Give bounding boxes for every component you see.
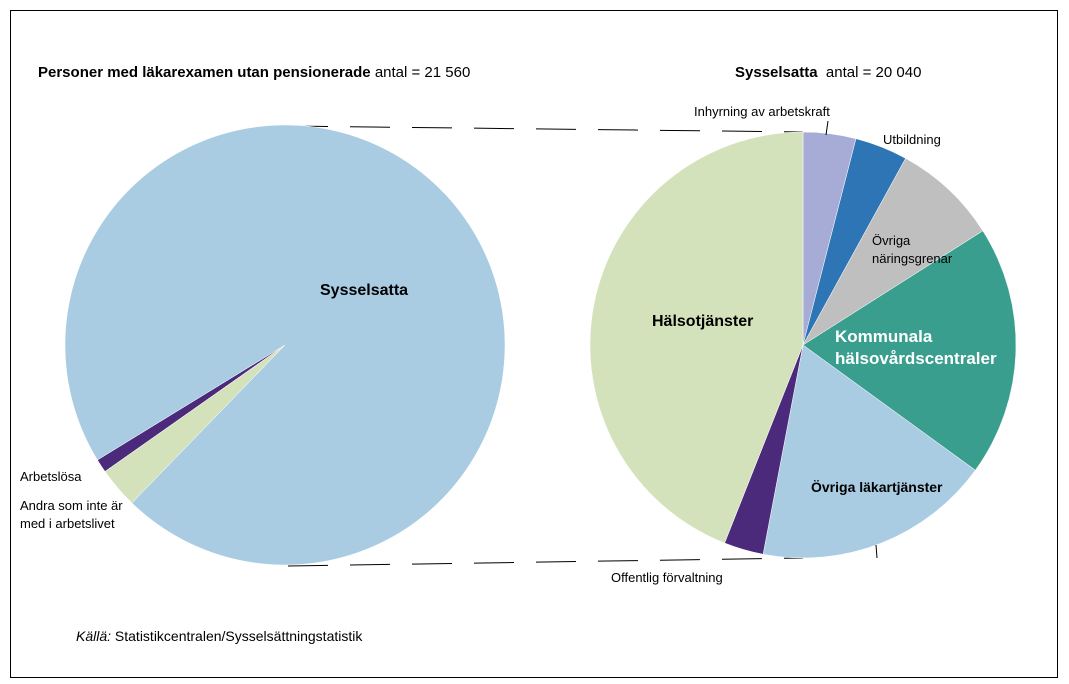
subtitle: antal = 20 040 <box>825 64 922 81</box>
slice-label: Inhyrning av arbetskraft <box>694 104 830 119</box>
pie-slice <box>762 344 976 559</box>
source-text: Statistikcentralen/Sysselsättningstatist… <box>114 628 363 644</box>
pie-slice <box>64 124 506 566</box>
slice-label: Övriga näringsgrenar <box>872 233 953 266</box>
frame <box>10 10 1058 678</box>
subtitle: antal = 21 560 <box>374 64 471 81</box>
leader-line <box>875 544 878 559</box>
slice-label: Hälsotjänster <box>652 313 754 330</box>
slice-label: Arbetslösa <box>20 469 82 484</box>
slice-label: Utbildning <box>883 132 941 147</box>
pie-slice <box>802 230 1017 471</box>
title: Personer med läkarexamen utan pensionera… <box>38 64 371 81</box>
heading: Personer med läkarexamen utan pensionera… <box>38 64 470 81</box>
slice-label: Kommunala hälsovårdscentraler <box>835 327 997 368</box>
title: Sysselsatta <box>735 64 818 81</box>
slice-label: Sysselsatta <box>320 282 409 299</box>
slice-label: Offentlig förvaltning <box>611 570 723 585</box>
slice-label: Övriga läkartjänster <box>811 479 943 495</box>
connector <box>287 557 804 567</box>
source: Källä: Statistikcentralen/Sysselsättning… <box>76 627 362 645</box>
heading: Sysselsatta antal = 20 040 <box>735 64 921 81</box>
source-prefix: Källä: <box>76 628 112 644</box>
slice-label: Andra som inte är med i arbetslivet <box>20 498 123 531</box>
pie-slice <box>589 131 804 544</box>
pie-slice <box>802 158 984 346</box>
leader-line <box>825 120 829 136</box>
connector <box>287 125 804 133</box>
